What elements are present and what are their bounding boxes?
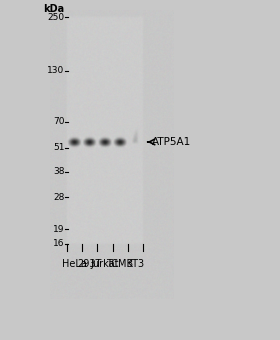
Text: 19: 19 [53, 225, 64, 234]
Text: 250: 250 [47, 13, 64, 21]
Text: HeLa: HeLa [62, 259, 87, 269]
Text: Jurkat: Jurkat [91, 259, 119, 269]
Text: TCMK: TCMK [106, 259, 133, 269]
Text: 130: 130 [47, 66, 64, 75]
Text: kDa: kDa [43, 4, 64, 14]
Text: 51: 51 [53, 143, 64, 152]
Text: 28: 28 [53, 193, 64, 202]
Text: 293T: 293T [77, 259, 102, 269]
Text: 3T3: 3T3 [126, 259, 144, 269]
Text: 38: 38 [53, 167, 64, 176]
Text: 16: 16 [53, 239, 64, 249]
Text: 70: 70 [53, 117, 64, 126]
Text: ATP5A1: ATP5A1 [151, 137, 191, 147]
